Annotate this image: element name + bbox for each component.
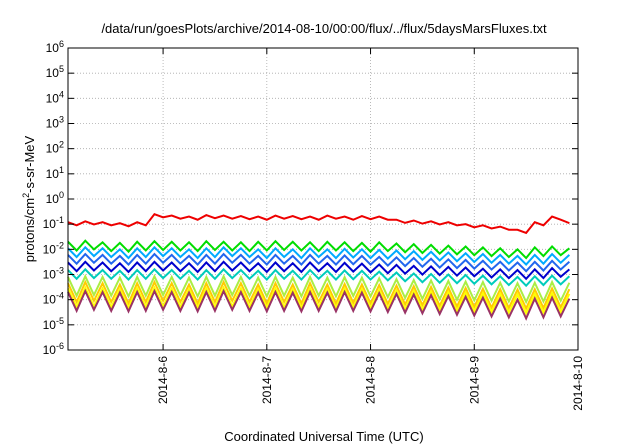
y-tick-base: 10 <box>43 293 57 307</box>
y-axis-label-base: protons/cm <box>22 198 37 262</box>
y-tick-base: 10 <box>46 167 60 181</box>
y-tick-exponent: -6 <box>56 341 64 351</box>
y-tick-exponent: -1 <box>56 215 64 225</box>
y-tick-base: 10 <box>43 268 57 282</box>
x-tick-label: 2014-8-8 <box>364 356 378 404</box>
y-tick-label: 10-3 <box>43 266 64 282</box>
y-tick-exponent: 1 <box>59 165 64 175</box>
y-tick-exponent: -3 <box>56 266 64 276</box>
x-axis: 2014-8-6 2014-8-7 2014-8-8 2014-8-9 2014-8-1… <box>156 48 585 411</box>
y-axis-label: protons/cm2-s-sr-MeV <box>21 135 37 262</box>
y-tick-base: 10 <box>46 142 60 156</box>
series-line-3 <box>67 245 571 267</box>
series-line-9 <box>67 285 571 316</box>
y-tick-exponent: -4 <box>56 291 64 301</box>
x-tick-label: 2014-8-6 <box>156 356 170 404</box>
series-line-5 <box>67 260 571 281</box>
y-tick-label: 10-2 <box>43 240 64 256</box>
y-tick-base: 10 <box>46 117 60 131</box>
y-tick-label: 105 <box>46 64 64 80</box>
x-axis-label: Coordinated Universal Time (UTC) <box>224 429 423 444</box>
series-line-6 <box>67 267 571 288</box>
y-tick-base: 10 <box>46 41 60 55</box>
y-tick-label: 106 <box>46 39 64 55</box>
y-tick-label: 102 <box>46 140 64 156</box>
series-lines <box>67 212 571 321</box>
x-tick-label: 2014-8-7 <box>260 356 274 404</box>
y-tick-base: 10 <box>43 343 57 357</box>
series-line-10 <box>67 288 571 321</box>
y-axis-label-rest: -s-sr-MeV <box>22 135 37 192</box>
y-axis: 10-610-510-410-310-210-11001011021031041… <box>43 39 578 357</box>
chart-title: /data/run/goesPlots/archive/2014-08-10/0… <box>101 21 547 36</box>
y-tick-exponent: -5 <box>56 316 64 326</box>
series-line-1 <box>67 212 570 235</box>
y-tick-exponent: 6 <box>59 39 64 49</box>
y-tick-exponent: 4 <box>59 89 64 99</box>
y-tick-label: 101 <box>46 165 64 181</box>
y-axis-label-sup: 2 <box>21 193 31 198</box>
y-tick-exponent: 3 <box>59 115 64 125</box>
y-tick-exponent: -2 <box>56 240 64 250</box>
y-tick-label: 104 <box>46 89 64 105</box>
y-tick-label: 10-5 <box>43 316 64 332</box>
y-tick-base: 10 <box>46 66 60 80</box>
series-line-4 <box>67 252 571 273</box>
series-line-7 <box>67 273 571 305</box>
y-tick-exponent: 2 <box>59 140 64 150</box>
series-line-2 <box>67 239 570 260</box>
y-tick-base: 10 <box>46 192 60 206</box>
y-tick-label: 10-1 <box>43 215 64 231</box>
y-tick-exponent: 5 <box>59 64 64 74</box>
x-tick-label: 2014-8-10 <box>571 356 585 411</box>
y-tick-base: 10 <box>43 217 57 231</box>
y-tick-label: 103 <box>46 115 64 131</box>
y-tick-label: 10-4 <box>43 291 64 307</box>
y-tick-exponent: 0 <box>59 190 64 200</box>
y-tick-base: 10 <box>46 91 60 105</box>
y-tick-base: 10 <box>43 318 57 332</box>
y-tick-base: 10 <box>43 242 57 256</box>
y-tick-label: 100 <box>46 190 64 206</box>
x-tick-label: 2014-8-9 <box>467 356 481 404</box>
series-line-8 <box>67 279 571 311</box>
y-tick-label: 10-6 <box>43 341 64 357</box>
